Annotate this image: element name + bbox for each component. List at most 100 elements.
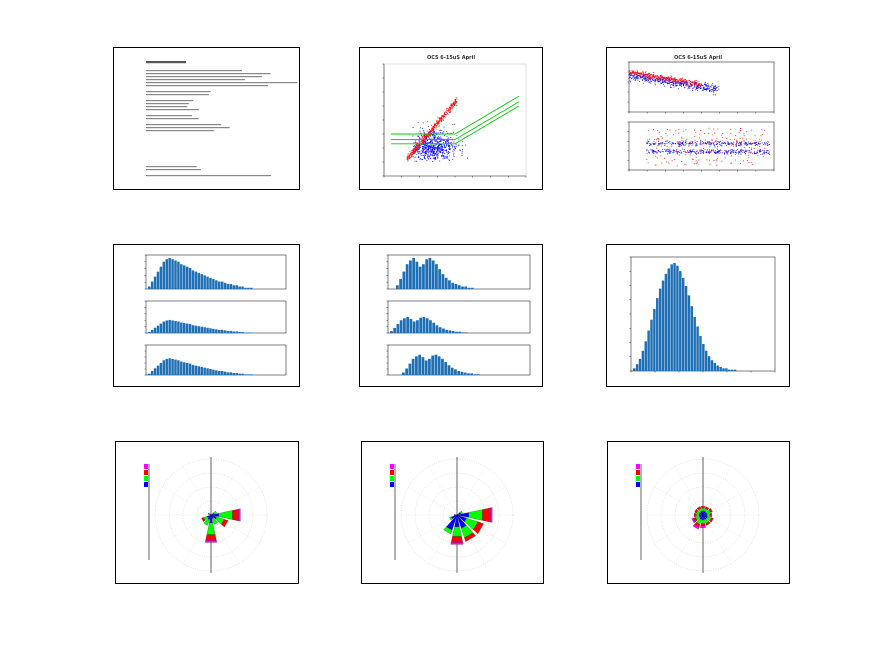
scatter-point [695,156,697,158]
scatter-point [428,128,430,130]
scatter-point [681,161,683,163]
scatter-point [452,145,454,147]
scatter-point [699,137,701,139]
scatter-point [669,148,671,150]
scatter-point [653,140,655,142]
scatter-point [671,76,673,78]
scatter-point [668,152,670,154]
scatter-point [656,78,658,80]
summary-text-line [146,169,201,171]
histogram-bar [638,358,642,371]
scatter-point [737,144,739,146]
rose-petal [456,512,469,518]
scatter-point [671,77,673,79]
scatter-point [670,86,672,88]
scatter-point [710,151,712,153]
histogram-bar [425,259,429,289]
histogram-bar [457,370,461,375]
scatter-point [712,84,714,86]
scatter-point [676,148,678,150]
scatter-point [696,152,698,154]
histogram-bar [194,271,198,289]
scatter-point [695,84,697,86]
scatter-point [692,143,694,145]
scatter-point [667,148,669,150]
scatter-point [683,85,685,87]
scatter-point [631,71,633,73]
histogram-bar [402,372,405,375]
scatter-point [453,149,455,151]
scatter-point [749,143,751,145]
scatter-point [759,146,761,148]
scatter-point [655,77,657,79]
scatter-point [743,151,745,153]
scatter-point [698,159,700,161]
scatter-point [672,134,674,136]
rose-petal [454,514,460,527]
scatter-point [634,79,636,81]
histogram-bar [148,286,151,289]
scatter-point [684,154,686,156]
scatter-point [684,81,686,83]
histogram-bar [699,335,702,371]
scatter-point [707,142,709,144]
scatter-point [406,159,408,161]
scatter-point [732,142,734,144]
histogram-bar [710,360,714,371]
scatter-point [413,150,415,152]
scatter-point [667,76,669,78]
scatter-point [662,151,664,153]
scatter-point [441,147,443,149]
scatter-point [716,90,718,92]
scatter-point [670,84,672,86]
histogram-bar [209,368,212,375]
scatter-point [750,162,752,164]
scatter-point [407,159,409,161]
scatter-point [429,141,431,143]
scatter-point [649,76,651,78]
histogram-bar [406,317,410,333]
scatter-timeseries-chart: OCS 6-15uS April [627,55,775,172]
histogram-bar [171,259,174,289]
summary-text-line [146,76,262,78]
scatter-point [419,144,421,146]
histogram-bar [716,365,719,371]
scatter-point [738,131,740,133]
scatter-point [452,103,454,105]
scatter-point [658,151,660,153]
scatter-point [425,144,427,146]
scatter-point [665,161,667,163]
scatter-point [434,157,436,159]
scatter-point [702,86,704,88]
histogram-bar [241,331,244,333]
histogram-bar [191,325,195,333]
scatter-point [433,154,435,156]
scatter-point [694,135,696,137]
hist-stack-1-chart [144,254,287,376]
scatter-point [457,144,459,146]
scatter-point [641,76,643,78]
scatter-point [410,153,412,155]
scatter-point [454,99,456,101]
scatter-point [676,165,678,167]
rose-petal [238,508,241,522]
scatter-point [449,142,451,144]
scatter-point [654,164,656,166]
scatter-point [676,84,678,86]
scatter-point [452,154,454,156]
scatter-point [700,142,702,144]
scatter-point [653,71,655,73]
scatter-point [699,133,701,135]
scatter-point [652,79,654,81]
scatter-point [718,152,720,154]
scatter-point [443,111,445,113]
scatter-point [633,78,635,80]
rose-3-panel [607,441,790,584]
scatter-point [656,79,658,81]
scatter-point [653,76,655,78]
scatter-point [723,142,725,144]
scatter-point [434,137,436,139]
scatter-point [647,150,649,152]
scatter-point [417,146,419,148]
scatter-point [764,143,766,145]
